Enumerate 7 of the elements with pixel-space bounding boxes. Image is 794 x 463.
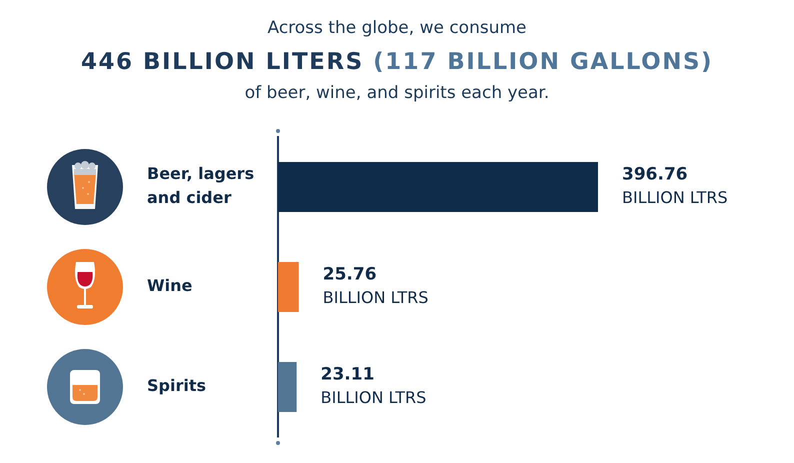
y-tick-label: Spirits — [147, 376, 206, 396]
data-label: 396.76 BILLION LTRS — [622, 164, 728, 208]
data-label: 25.76 BILLION LTRS — [322, 264, 428, 308]
data-label: 23.11 BILLION LTRS — [320, 364, 426, 408]
chart-title: Across the globe, we consume 446 BILLION LITERS (117 BILLION GALLONS) of beer, wine, and spirits each year. — [80, 18, 714, 103]
y-tick-label: Beer, lagers and cider — [147, 164, 254, 208]
y-tick-label: Wine — [147, 276, 193, 296]
